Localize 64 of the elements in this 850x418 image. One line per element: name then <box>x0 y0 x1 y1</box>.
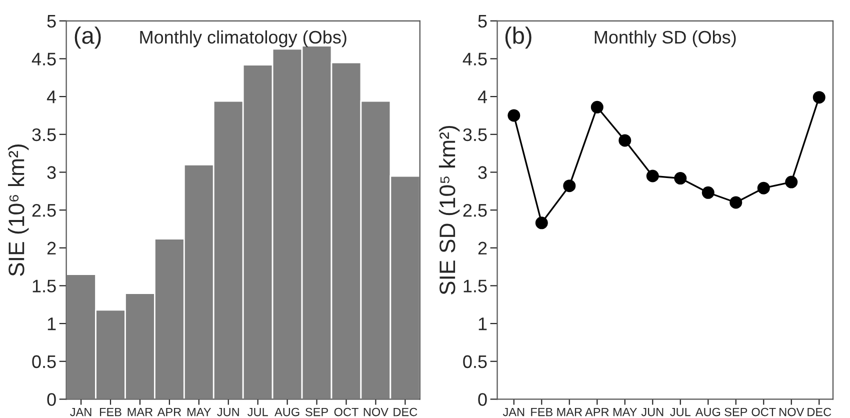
y-tick-label: 0 <box>47 393 56 406</box>
point <box>590 100 604 114</box>
y-tick-label: 4.5 <box>32 52 56 66</box>
y-tick-label: 3 <box>478 166 487 179</box>
point <box>563 180 576 192</box>
x-tick-label: JAN <box>70 408 92 416</box>
x-tick-label: SEP <box>724 408 748 416</box>
y-tick-label: 3.5 <box>32 128 56 142</box>
x-tick-label: JUL <box>248 408 268 416</box>
x-tick-label: APR <box>157 408 182 416</box>
y-tick-label: 5 <box>47 15 56 28</box>
x-tick-label: MAR <box>557 408 582 416</box>
chart-title: Monthly climatology (Obs) <box>140 30 346 48</box>
y-tick-label: 1 <box>48 318 56 330</box>
chart-title: Monthly SD (Obs) <box>594 30 736 48</box>
x-tick-label: AUG <box>274 408 300 416</box>
y-tick-label: 3 <box>47 166 56 179</box>
y-tick-label: 4 <box>46 90 56 104</box>
x-tick-label: FEB <box>531 408 553 416</box>
x-tick-label: OCT <box>752 408 776 416</box>
y-tick-label: 1 <box>478 318 487 330</box>
x-tick-label: MAY <box>188 408 211 416</box>
y-tick-label: 1.5 <box>464 280 487 292</box>
x-tick-label: DEC <box>808 408 832 416</box>
x-tick-label: AUG <box>695 408 720 416</box>
y-tick-label: 4 <box>478 90 487 104</box>
y-axis-title: SIE SD (10⁵ km²) <box>438 126 460 295</box>
y-tick-label: 2.5 <box>32 204 56 217</box>
x-tick-label: MAY <box>614 408 637 416</box>
y-tick-label: 4.5 <box>462 52 487 66</box>
point <box>674 172 687 185</box>
point <box>535 216 548 230</box>
point <box>702 186 714 199</box>
point <box>757 182 770 194</box>
x-tick-label: FEB <box>100 408 122 416</box>
y-tick-label: 5 <box>478 15 487 28</box>
x-tick-label: MAR <box>128 408 153 416</box>
y-axis-title: SIE (10⁶ km²) <box>8 144 29 276</box>
x-tick-label: OCT <box>334 408 358 416</box>
x-tick-label: SEP <box>305 408 328 416</box>
x-tick-label: NOV <box>780 408 804 416</box>
y-tick-label: 2 <box>478 242 487 254</box>
x-tick-label: DEC <box>394 408 418 416</box>
y-tick-label: 1.5 <box>32 280 56 292</box>
annotation: (b) <box>505 26 532 49</box>
point <box>812 91 826 104</box>
y-tick-label: 0.5 <box>463 355 487 368</box>
x-tick-label: JUN <box>217 408 239 416</box>
y-tick-label: 3.5 <box>463 128 487 142</box>
x-tick-label: JUL <box>670 408 690 416</box>
y-tick-label: 2 <box>47 242 56 254</box>
x-tick-label: JUN <box>641 408 664 416</box>
x-tick-label: JAN <box>502 408 524 416</box>
y-tick-label: 0 <box>478 393 487 406</box>
point <box>618 134 632 147</box>
x-tick-label: APR <box>585 408 609 416</box>
y-tick-label: 2.5 <box>463 204 487 217</box>
point <box>785 176 798 188</box>
annotation: (a) <box>74 26 101 49</box>
y-tick-label: 0.5 <box>32 355 56 368</box>
point <box>508 109 520 122</box>
point <box>646 170 659 182</box>
x-tick-label: NOV <box>364 408 388 416</box>
point <box>730 196 742 209</box>
